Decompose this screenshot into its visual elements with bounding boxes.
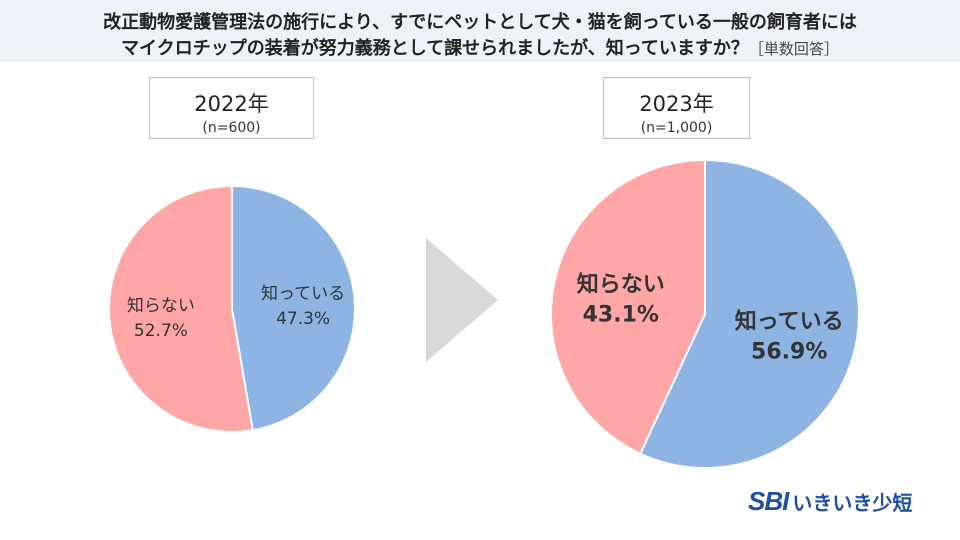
year-box-2022: 2022年 (n=600): [149, 77, 314, 139]
question-line-2: マイクロチップの装着が努力義務として課せられましたが、知っていますか？［単数回答…: [0, 34, 960, 60]
sample-size-2023: (n=1,000): [640, 120, 713, 136]
slice-value-2023-1: 43.1%: [583, 302, 659, 327]
logo-sbi-mark: SBI: [748, 486, 789, 516]
slice-value-2022-1: 52.7%: [134, 321, 188, 341]
slice-value-2022-0: 47.3%: [276, 309, 330, 329]
slice-label-2023-1: 知らない: [577, 271, 665, 297]
question-line-2-text: マイクロチップの装着が努力義務として課せられましたが、知っていますか？: [121, 38, 749, 59]
question-line-1: 改正動物愛護管理法の施行により、すでにペットとして犬・猫を飼っている一般の飼育者…: [103, 12, 857, 33]
pie-slice-2023-1: [550, 158, 706, 456]
slice-label-2022-0: 知っている: [261, 284, 345, 304]
pie-slice-2023-0: [638, 158, 860, 469]
slice-label-2023-0: 知っている: [735, 309, 844, 335]
year-box-2023: 2023年 (n=1,000): [603, 77, 750, 139]
pie-2022: 知っている 47.3% 知らない 52.7%: [108, 184, 356, 433]
answer-type-note: ［単数回答］: [748, 40, 839, 58]
pie-slice-2022-0: [231, 184, 356, 432]
slice-label-2022-1: 知らない: [127, 296, 195, 316]
company-logo: SBI いきいき少短: [748, 486, 912, 520]
transition-arrow-icon: [426, 238, 498, 362]
pie-2023: 知っている 56.9% 知らない 43.1%: [550, 158, 860, 469]
logo-company-name: いきいき少短: [792, 493, 913, 515]
header-banner: 改正動物愛護管理法の施行により、すでにペットとして犬・猫を飼っている一般の飼育者…: [0, 0, 960, 62]
slice-value-2023-0: 56.9%: [751, 340, 827, 365]
sample-size-2022: (n=600): [202, 120, 261, 136]
pie-slice-2022-1: [108, 184, 254, 433]
year-title-2023: 2023年: [639, 92, 714, 116]
year-title-2022: 2022年: [194, 92, 269, 116]
